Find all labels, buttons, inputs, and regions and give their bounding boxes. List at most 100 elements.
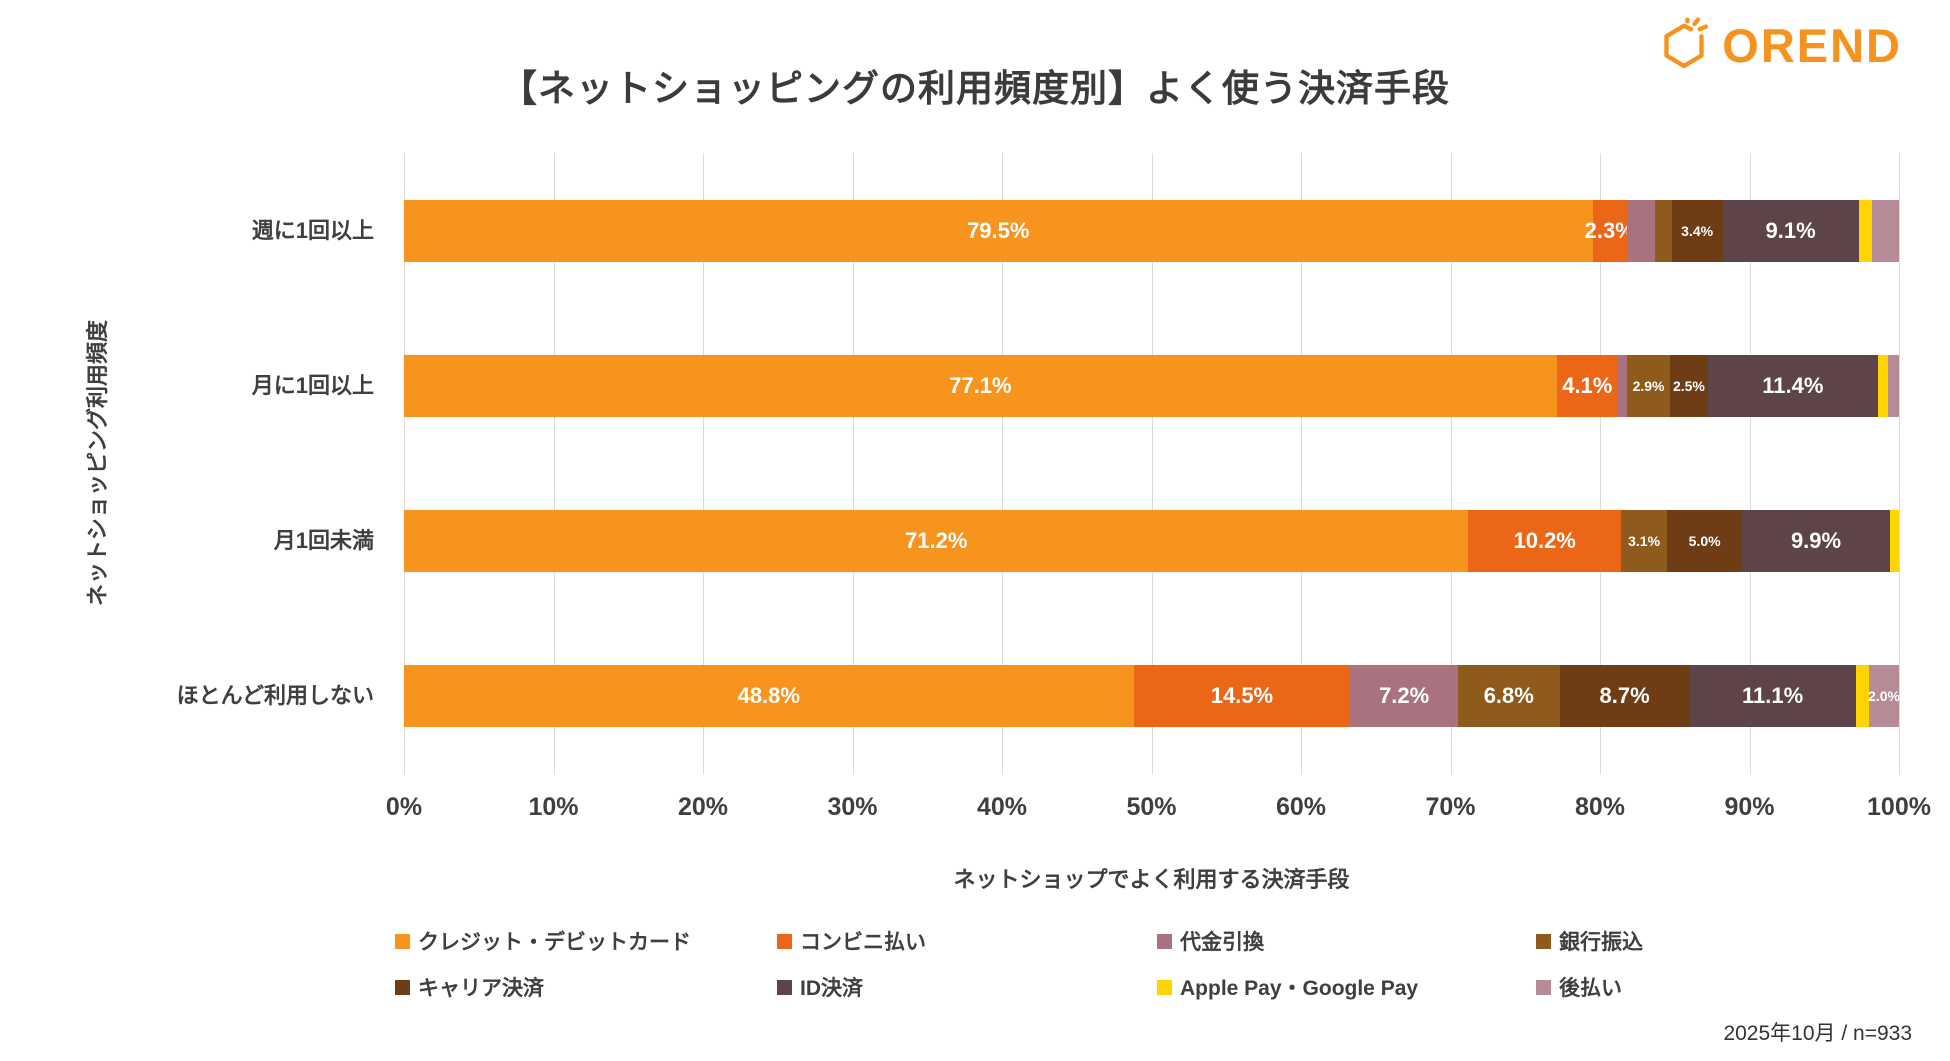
gridline — [1749, 153, 1751, 774]
bar-segment-value: 5.0% — [1688, 533, 1721, 550]
bar-segment: 8.7% — [1559, 665, 1690, 728]
bar-segment-value: 11.1% — [1742, 683, 1804, 709]
bar-row: 77.1% 4.1% 2.9% 2.5% 11.4% — [404, 354, 1899, 417]
bar-segment-value: 77.1% — [949, 372, 1012, 398]
bar-segment: 48.8% — [404, 665, 1134, 728]
bar-row: 71.2% 10.2% 3.1% 5.0% 9.9% — [404, 510, 1899, 573]
legend-label: Apple Pay・Google Pay — [1180, 977, 1419, 1000]
legend-label: ID決済 — [800, 977, 863, 1000]
bar-segment-value: 2.5% — [1672, 377, 1705, 394]
bar-segment: 11.1% — [1689, 665, 1856, 728]
legend-item: 銀行振込 — [1536, 926, 1930, 956]
bar-segment: 3.1% — [1620, 510, 1668, 573]
bar-segment: 6.8% — [1457, 665, 1560, 728]
bar-segment-value: 7.2% — [1379, 683, 1430, 709]
legend-label: コンビニ払い — [800, 931, 926, 954]
bar-segment-value: 2.9% — [1632, 377, 1665, 394]
bar-segment-value: 48.8% — [737, 683, 800, 709]
bar-row: 79.5% 2.3% 3.4% 9.1% — [404, 199, 1899, 262]
legend: クレジット・デビットカード コンビニ払い 代金引換 銀行振込キャリア決済 ID決済 App… — [395, 926, 1930, 1002]
gridline — [1600, 153, 1601, 774]
legend-swatch — [777, 933, 792, 949]
bar-segment: 11.4% — [1707, 354, 1879, 417]
x-tick-label: 0% — [385, 793, 423, 821]
bar-segment-value: 71.2% — [905, 528, 968, 554]
gridline — [553, 153, 555, 774]
x-axis-title: ネットショップでよく利用する決済手段 — [953, 867, 1350, 892]
x-tick-label: 20% — [677, 793, 729, 821]
category-label: 月1回未満 — [273, 528, 374, 554]
brand-logo: OREND — [1656, 16, 1902, 74]
bar-segment: 2.9% — [1626, 354, 1671, 417]
bar-segment-value: 11.4% — [1762, 372, 1824, 398]
bar-segment — [1872, 199, 1899, 262]
bar-segment: 2.3% — [1585, 199, 1635, 262]
legend-item: Apple Pay・Google Pay — [1157, 972, 1536, 1002]
brand-logo-text: OREND — [1722, 18, 1902, 72]
legend-swatch — [1536, 979, 1551, 995]
x-tick-label: 90% — [1724, 793, 1775, 821]
legend-item: コンビニ払い — [777, 926, 1157, 956]
bar-segment-value: 9.9% — [1790, 528, 1842, 554]
legend-item: キャリア決済 — [395, 972, 777, 1002]
bar-segment-value: 9.1% — [1765, 217, 1816, 243]
category-label: 週に1回以上 — [251, 217, 374, 243]
survey-note: 2025年10月 / n=933 — [1723, 1022, 1912, 1045]
bar-segment — [1855, 665, 1870, 728]
bar-segment: 71.2% — [404, 510, 1469, 573]
x-tick-label: 80% — [1574, 793, 1626, 821]
bar-segment-value: 6.8% — [1483, 683, 1534, 709]
bar-segment: 14.5% — [1133, 665, 1351, 728]
x-tick-label: 50% — [1126, 793, 1177, 821]
category-label: ほとんど利用しない — [176, 683, 374, 709]
legend-label: クレジット・デビットカード — [418, 931, 691, 954]
legend-item: クレジット・デビットカード — [395, 926, 777, 956]
x-tick-label: 100% — [1867, 793, 1931, 821]
legend-label: 後払い — [1559, 977, 1622, 1000]
y-axis-title: ネットショッピング利用頻度 — [85, 319, 110, 607]
legend-label: キャリア決済 — [418, 977, 544, 1000]
bar-segment-value: 10.2% — [1513, 528, 1576, 554]
legend-label: 銀行振込 — [1559, 931, 1643, 954]
gridline — [1301, 153, 1302, 774]
x-tick-label: 10% — [528, 793, 579, 821]
bar-segment — [1878, 354, 1889, 417]
open-box-icon — [1664, 17, 1709, 69]
bar-segment: 7.2% — [1350, 665, 1458, 728]
gridline — [703, 153, 704, 774]
legend-swatch — [1157, 979, 1172, 995]
x-tick-label: 30% — [827, 793, 878, 821]
bar-segment-value: 79.5% — [967, 217, 1030, 243]
bar-segment: 2.0% — [1868, 665, 1900, 728]
legend-swatch — [395, 933, 410, 949]
bar-segment: 4.1% — [1556, 354, 1618, 417]
gridline — [404, 153, 405, 774]
gridline — [1899, 153, 1900, 774]
bar-segment: 10.2% — [1468, 510, 1621, 573]
legend-item: 代金引換 — [1157, 926, 1536, 956]
gridline — [1450, 153, 1452, 774]
bar-segment — [1858, 199, 1873, 262]
bar-segment: 79.5% — [404, 199, 1593, 262]
bar-segment: 2.5% — [1670, 354, 1708, 417]
bar-segment-value: 2.0% — [1868, 688, 1900, 705]
legend-swatch — [1157, 933, 1172, 949]
legend-item: 後払い — [1536, 972, 1930, 1002]
bar-segment — [1626, 199, 1656, 262]
plot-area: 79.5% 2.3% 3.4% 9.1% 77.1% 4.1% 2.9% 2.5% 11.4% 7… — [404, 153, 1900, 774]
gridline — [852, 153, 854, 774]
legend-swatch — [1536, 933, 1551, 949]
bar-segment-value: 8.7% — [1599, 683, 1650, 709]
bar-segment-value: 3.1% — [1628, 533, 1661, 550]
bar-segment-value: 2.3% — [1584, 217, 1635, 243]
bar-segment — [1655, 199, 1672, 262]
bar-segment-value: 4.1% — [1562, 372, 1613, 398]
chart-title: 【ネットショッピングの利用頻度別】よく使う決済手段 — [500, 68, 1450, 109]
bar-segment-value: 14.5% — [1210, 683, 1274, 709]
bar-segment: 5.0% — [1667, 510, 1743, 573]
bar-segment-value: 3.4% — [1681, 222, 1714, 239]
bar-segment: 9.1% — [1722, 199, 1859, 262]
bar-segment — [1888, 354, 1899, 417]
bar-segment — [1617, 354, 1627, 417]
